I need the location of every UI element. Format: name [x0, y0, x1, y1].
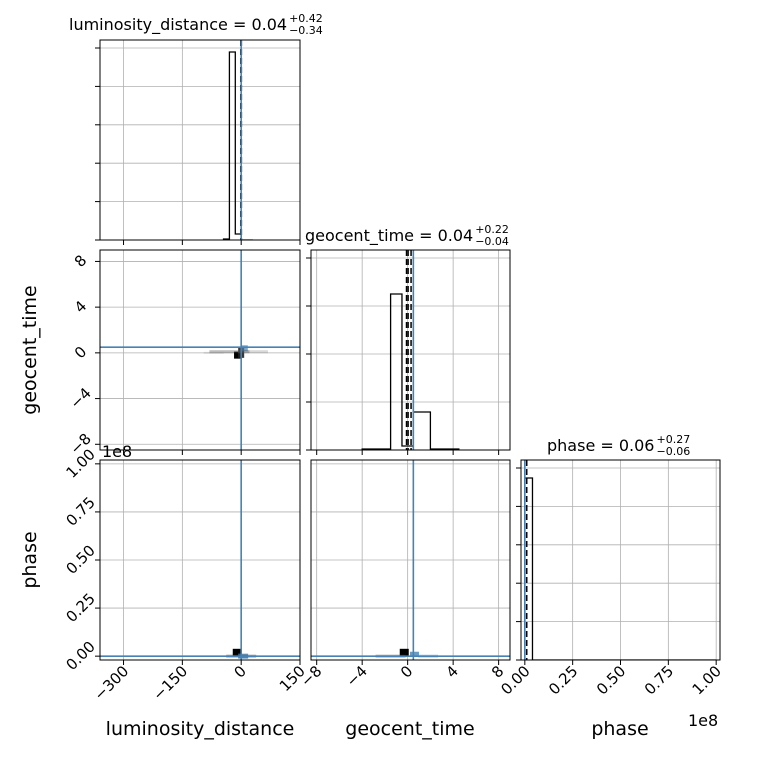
y-axis-label-geotime: geocent_time: [19, 285, 41, 414]
x-tick-label: 0: [397, 662, 416, 681]
x-tick-label: −4: [343, 662, 371, 690]
title-base: luminosity_distance = 0.04: [69, 15, 287, 35]
x-tick-label: 4: [442, 662, 461, 681]
title-geotime: geocent_time = 0.04 +0.22−0.04: [305, 223, 509, 248]
x-tick-label: 0.75: [641, 662, 677, 698]
panel-background: [100, 40, 300, 240]
density-cell: [203, 351, 224, 354]
panel-lumdist-lumdist: [95, 39, 301, 245]
density-cell: [232, 648, 242, 656]
y-tick-label: −4: [66, 384, 94, 412]
panel-phase-phase: 0.00 0.25 0.50 0.75 1.00: [497, 459, 725, 698]
title-plus: +0.42: [289, 12, 323, 25]
x-tick-label: −150: [149, 662, 191, 704]
x-tick-label: 1.00: [689, 662, 725, 698]
density-cell: [399, 648, 409, 656]
y-tick-label: 0: [71, 343, 90, 362]
x-tick-label: −300: [90, 662, 132, 704]
density-cell: [234, 351, 243, 359]
title-lumdist: luminosity_distance = 0.04 +0.42−0.34: [69, 12, 323, 37]
density-cell: [240, 345, 248, 352]
histogram-luminosity_distance: [222, 51, 253, 240]
x-tick-label: 0.25: [545, 662, 581, 698]
panel-border: [99, 249, 301, 451]
x-tick-label: −8: [297, 662, 325, 690]
density-geocent_time-phase: [311, 460, 510, 660]
x-tick-label: 0: [231, 662, 250, 681]
y-offset-text-phase: 1e8: [102, 442, 132, 461]
title-phase: phase = 0.06 +0.27−0.06: [547, 433, 690, 458]
y-tick-label: 0.50: [62, 541, 98, 577]
panel-geotime-geotime: [306, 249, 511, 455]
density-cell: [237, 350, 268, 354]
x-axis-label-phase: phase: [591, 718, 648, 740]
y-axis-label-phase: phase: [19, 531, 41, 588]
panel-border: [520, 459, 721, 661]
title-plus: +0.27: [656, 433, 690, 446]
panel-border: [99, 39, 301, 241]
density-cell: [409, 651, 419, 657]
panel-phase-geotime: −8 −4 0 4 8: [297, 459, 511, 690]
title-minus: −0.06: [656, 445, 690, 458]
x-offset-text-phase: 1e8: [688, 711, 718, 730]
y-tick-label: 0.75: [62, 493, 98, 529]
x-axis-label-lumdist: luminosity_distance: [106, 718, 295, 740]
title-base: phase = 0.06: [547, 436, 654, 455]
x-tick-label: 0.50: [593, 662, 629, 698]
title-minus: −0.04: [475, 235, 509, 248]
title-plus: +0.22: [475, 223, 509, 236]
y-tick-label: 0.00: [62, 638, 98, 674]
title-minus: −0.34: [289, 24, 323, 37]
x-axis-label-geotime: geocent_time: [345, 718, 474, 740]
density-luminosity_distance-phase: [100, 460, 300, 660]
y-tick-label: 1.00: [62, 445, 98, 481]
y-tick-label: 8: [71, 251, 90, 270]
y-tick-label: 4: [71, 297, 90, 316]
panel-border: [99, 459, 301, 661]
panel-background: [100, 250, 300, 450]
panel-border: [310, 459, 511, 661]
y-tick-label: 0.25: [62, 590, 98, 626]
panel-border: [310, 249, 511, 451]
x-tick-label: 0.00: [497, 662, 533, 698]
title-base: geocent_time = 0.04: [305, 226, 473, 246]
density-cell: [209, 350, 250, 354]
density-luminosity_distance-geocent_time: [100, 250, 300, 450]
histogram-geocent_time: [361, 293, 460, 450]
